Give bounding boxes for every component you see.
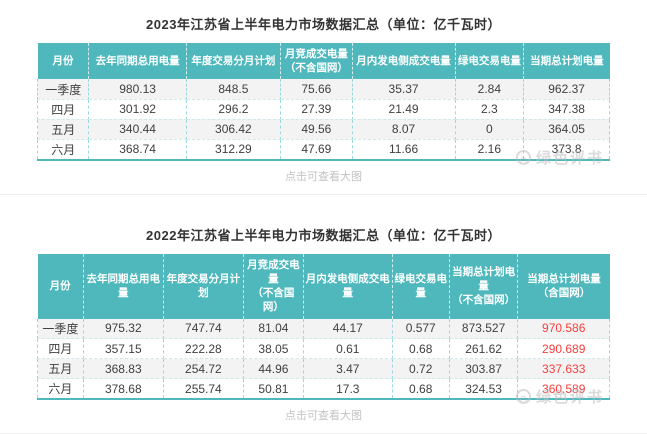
row-label: 一季度 [36, 79, 90, 100]
table-row: 一季度 980.13 848.5 75.66 35.37 2.84 962.37 [36, 79, 610, 100]
table-row: 六月 368.74 312.29 47.69 11.66 2.16 373.8 [36, 139, 610, 161]
table-cell: 49.56 [280, 119, 353, 140]
table-cell: 11.66 [352, 139, 456, 161]
table-cell: 35.37 [352, 79, 456, 100]
table-cell: 873.527 [449, 318, 519, 340]
column-header: 年度交易分月计划 [186, 43, 282, 80]
table-cell: 27.39 [280, 99, 353, 120]
table-2023-image[interactable]: 月份 去年同期总用电量 年度交易分月计划 月竞成交电量 （不含国网） 月内发电侧成交电量… [36, 43, 610, 167]
table-cell: 296.2 [186, 99, 282, 120]
table-cell: 21.49 [352, 99, 456, 120]
table-cell: 3.47 [303, 358, 393, 380]
table-row: 六月 378.68 255.74 50.81 17.3 0.68 324.53 360.589 [37, 378, 610, 401]
table-cell: 222.28 [163, 338, 244, 360]
table-cell: 2.16 [455, 139, 525, 161]
column-header: 年度交易分月计划 [163, 253, 244, 319]
table-cell: 303.87 [449, 358, 519, 380]
table-row: 四月 301.92 296.2 27.39 21.49 2.3 347.38 [36, 99, 610, 120]
table-cell: 0.61 [303, 338, 393, 360]
view-larger-hint: 点击可查看大图 [285, 410, 362, 423]
row-label: 六月 [36, 139, 90, 161]
table-cell: 306.42 [186, 119, 282, 140]
header-row: 月份 去年同期总用电量 年度交易分月计划 月竞成交电量 （不含国网） 月内发电侧成交电量… [37, 43, 610, 80]
table-cell: 980.13 [88, 79, 187, 100]
column-header: 月份 [37, 43, 90, 80]
table-cell: 378.68 [83, 378, 164, 401]
table-cell: 44.17 [303, 318, 393, 340]
table-cell: 38.05 [243, 338, 304, 360]
table-cell: 368.74 [88, 139, 187, 161]
table-row: 四月 357.15 222.28 38.05 0.61 0.68 261.62 290.689 [37, 338, 610, 360]
row-label: 四月 [37, 338, 84, 360]
table-2022-image[interactable]: 月份 去年同期总用电量 年度交易分月计划 月竞成交电量 （不含国网） 月内发电侧成交电量… [37, 253, 610, 406]
table-cell: 368.83 [83, 358, 164, 380]
table-cell: 848.5 [186, 79, 282, 100]
table-cell: 50.81 [243, 378, 304, 401]
column-header: 当期总计划电量 [523, 43, 610, 80]
table-row: 五月 368.83 254.72 44.96 3.47 0.72 303.87 337.633 [37, 358, 610, 380]
table-2022: 月份 去年同期总用电量 年度交易分月计划 月竞成交电量 （不含国网） 月内发电侧成交电量… [37, 253, 610, 401]
table-cell: 301.92 [88, 99, 187, 120]
row-label: 五月 [36, 119, 90, 140]
table-row: 一季度 975.32 747.74 81.04 44.17 0.577 873.527 970… [37, 318, 610, 340]
table-cell: 8.07 [352, 119, 456, 140]
column-header: 当期总计划电量 （不含国网） [449, 253, 519, 319]
table-cell: 2.3 [455, 99, 525, 120]
row-label: 一季度 [37, 318, 84, 340]
column-header: 去年同期总用电量 [88, 43, 187, 80]
table-cell: 17.3 [303, 378, 393, 401]
table-cell: 75.66 [280, 79, 353, 100]
table-cell: 81.04 [243, 318, 304, 340]
column-header: 月内发电侧成交电量 [303, 253, 393, 319]
column-header: 绿电交易电量 [455, 43, 525, 80]
table-cell: 337.633 [517, 358, 610, 380]
table-cell: 290.689 [517, 338, 610, 360]
table-cell: 261.62 [449, 338, 519, 360]
column-header: 月份 [37, 253, 84, 319]
view-larger-hint: 点击可查看大图 [285, 170, 362, 183]
table-cell: 254.72 [163, 358, 244, 380]
column-header: 月竞成交电量 （不含国网） [280, 43, 353, 80]
table-2022-section: 2022年江苏省上半年电力市场数据汇总（单位：亿千瓦时） 月份 去年同期总用电量年… [0, 195, 647, 423]
table-2022-title: 2022年江苏省上半年电力市场数据汇总（单位：亿千瓦时） [146, 227, 501, 243]
table-cell: 340.44 [88, 119, 187, 140]
row-label: 四月 [36, 99, 90, 120]
section-divider [0, 193, 647, 195]
table-cell: 44.96 [243, 358, 304, 380]
column-header: 月竞成交电量 （不含国网） [243, 253, 304, 319]
column-header: 去年同期总用电量 [83, 253, 164, 319]
table-cell: 324.53 [449, 378, 519, 401]
table-cell: 0.72 [392, 358, 450, 380]
table-cell: 357.15 [83, 338, 164, 360]
table-cell: 47.69 [280, 139, 353, 161]
table-cell: 364.05 [523, 119, 610, 140]
table-cell: 373.8 [523, 139, 610, 161]
table-2023-section: 2023年江苏省上半年电力市场数据汇总（单位：亿千瓦时） 月份 去年同期总用电量年… [0, 0, 647, 184]
column-header: 绿电交易电量 [392, 253, 450, 319]
table-cell: 975.32 [83, 318, 164, 340]
table-cell: 347.38 [523, 99, 610, 120]
table-cell: 2.84 [455, 79, 525, 100]
table-cell: 0 [455, 119, 525, 140]
table-cell: 0.68 [392, 378, 450, 401]
row-label: 六月 [37, 378, 84, 401]
table-cell: 962.37 [523, 79, 610, 100]
table-cell: 970.586 [517, 318, 610, 340]
table-2023-title: 2023年江苏省上半年电力市场数据汇总（单位：亿千瓦时） [146, 17, 501, 32]
row-label: 五月 [37, 358, 84, 380]
header-row: 月份 去年同期总用电量 年度交易分月计划 月竞成交电量 （不含国网） 月内发电侧成交电量… [37, 253, 610, 319]
table-2023: 月份 去年同期总用电量 年度交易分月计划 月竞成交电量 （不含国网） 月内发电侧成交电量… [36, 43, 610, 161]
table-row: 五月 340.44 306.42 49.56 8.07 0 364.05 [36, 119, 610, 140]
table-cell: 0.68 [392, 338, 450, 360]
table-cell: 312.29 [186, 139, 282, 161]
column-header: 当期总计划电量 （含国网） [517, 253, 610, 319]
table-cell: 360.589 [517, 378, 610, 401]
table-cell: 255.74 [163, 378, 244, 401]
table-cell: 747.74 [163, 318, 244, 340]
table-cell: 0.577 [392, 318, 450, 340]
column-header: 月内发电侧成交电量 [352, 43, 456, 80]
